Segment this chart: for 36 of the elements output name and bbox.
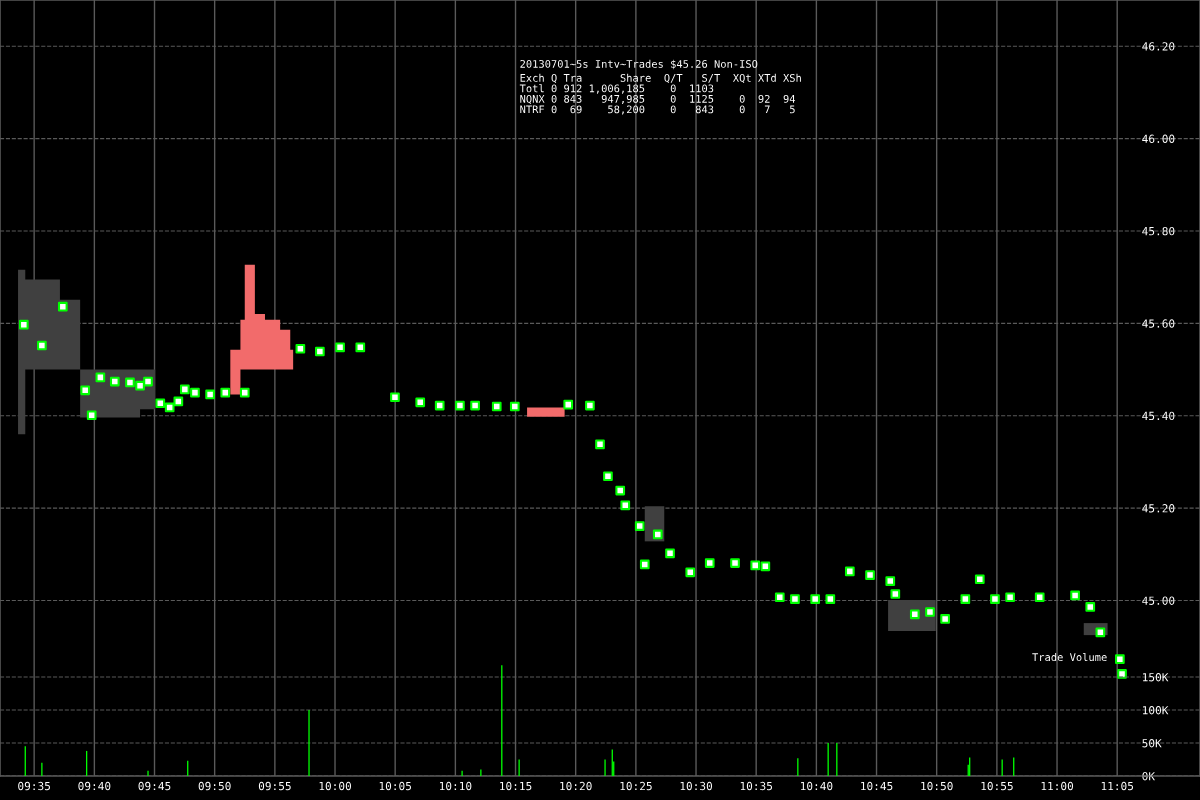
x-tick-label: 10:55 bbox=[981, 781, 1013, 791]
x-tick-label: 10:50 bbox=[921, 781, 953, 791]
y-tick-label: 45.80 bbox=[1142, 226, 1175, 236]
x-tick-label: 10:00 bbox=[319, 781, 352, 791]
x-tick-label: 09:35 bbox=[18, 781, 50, 791]
annotation: NQNX 0 843 947,985 0 1125 0 92 94 bbox=[520, 94, 796, 105]
x-tick-label: 10:20 bbox=[560, 781, 592, 791]
text: 20130701~5s Intv~Trades $45.26 Non-ISO bbox=[520, 59, 758, 70]
annotation: Exch Q Tra Share Q/T S/T XQt XTd XSh bbox=[520, 73, 801, 84]
y-tick-label: 46.20 bbox=[1142, 42, 1175, 51]
x-tick-label: 09:40 bbox=[78, 781, 111, 791]
x-tick-label: 09:55 bbox=[258, 781, 291, 791]
y-tick-label: 45.20 bbox=[1142, 504, 1175, 513]
y2-tick-label: 100K bbox=[1143, 706, 1169, 715]
y2-tick-label: 0K bbox=[1142, 772, 1155, 781]
y-tick-label: 45.40 bbox=[1142, 411, 1175, 421]
annotation: NTRF 0 69 58,200 0 843 0 7 5 bbox=[520, 105, 795, 115]
x-tick-label: 10:15 bbox=[500, 781, 532, 791]
x-tick-label: 10:05 bbox=[379, 781, 411, 791]
y-tick-label: 45.60 bbox=[1142, 319, 1175, 328]
x-tick-label: 11:00 bbox=[1041, 781, 1074, 791]
y-tick-label: 45.00 bbox=[1142, 596, 1175, 605]
x-tick-label: 10:40 bbox=[801, 781, 833, 791]
x-tick-label: 10:45 bbox=[861, 781, 893, 791]
x-tick-label: 10:10 bbox=[439, 781, 472, 791]
annotation: Trade Volume bbox=[1032, 652, 1107, 662]
x-tick-label: 09:45 bbox=[138, 781, 171, 791]
y2-tick-label: 150K bbox=[1143, 673, 1169, 682]
x-tick-label: 10:25 bbox=[620, 781, 652, 791]
y2-tick-label: 50K bbox=[1142, 739, 1162, 748]
annotation: Totl 0 912 1,006,185 0 1103 bbox=[519, 84, 714, 94]
x-tick-label: 10:35 bbox=[740, 781, 773, 791]
x-tick-label: 09:50 bbox=[198, 781, 231, 791]
x-tick-label: 10:30 bbox=[680, 781, 713, 791]
x-tick-label: 11:05 bbox=[1101, 781, 1134, 791]
y-tick-label: 46.00 bbox=[1142, 134, 1175, 143]
